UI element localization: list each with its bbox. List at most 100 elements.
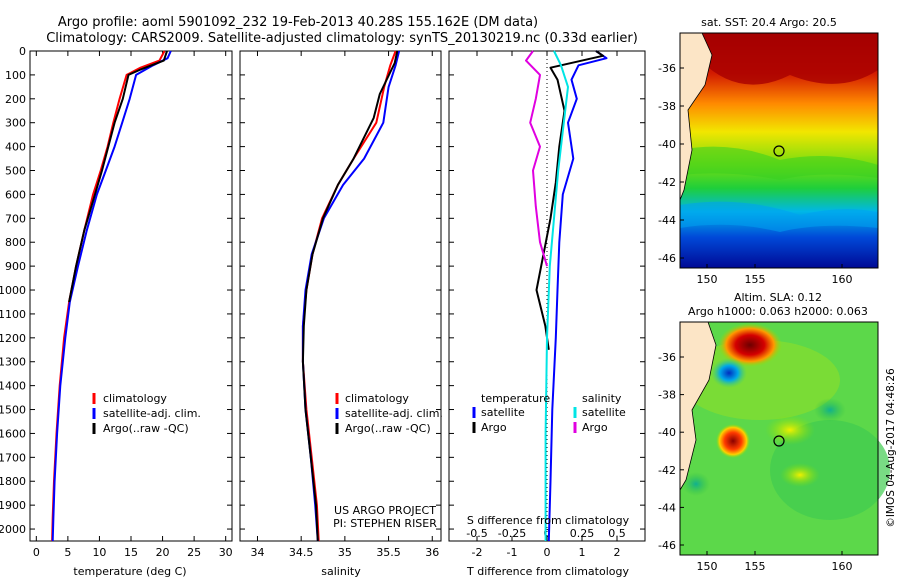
coastline-sla (679, 321, 717, 492)
map-x-tick-label: 160 (832, 560, 853, 573)
series-argo-raw-qc- (68, 50, 168, 303)
s-tick-label: -0.5 (466, 527, 487, 540)
map-x-tick-label: 150 (697, 560, 718, 573)
salinity-legend: climatology satellite-adj. clim. Argo(..… (335, 392, 443, 435)
x-tick-label: 35 (338, 546, 352, 559)
argo-location-marker (773, 145, 785, 157)
y-tick-label: 100 (5, 69, 26, 82)
map-y-tick-label: -42 (658, 176, 676, 189)
map-x-tick-label: 155 (745, 560, 766, 573)
y-tick-label: 1500 (0, 404, 26, 417)
map-y-tick-label: -38 (658, 389, 676, 402)
y-tick-label: 700 (5, 212, 26, 225)
legend-climatology: climatology (345, 392, 409, 405)
map-y-tick-label: -44 (658, 501, 676, 514)
plot-frame (239, 50, 442, 542)
salinity-profile-plot: 34 34.5 35 35.5 36 (239, 50, 442, 559)
difference-xlabel: T difference from climatology (466, 565, 629, 578)
map-y-tick-label: -44 (658, 214, 676, 227)
y-tick-label: 1600 (0, 427, 26, 440)
temperature-legend: climatology satellite-adj. clim. Argo(..… (92, 392, 201, 435)
map-x-tick-label: 150 (697, 273, 718, 286)
x-tick-label: 2 (614, 546, 621, 559)
x-tick-label: 25 (187, 546, 201, 559)
plot-frame (29, 50, 233, 542)
map-y-tick-label: -38 (658, 100, 676, 113)
map-y-tick-label: -40 (658, 138, 676, 151)
series-s-satellite (544, 50, 569, 541)
sst-map-title: sat. SST: 20.4 Argo: 20.5 (701, 16, 837, 29)
x-tick-label: 1 (579, 546, 586, 559)
series-argo-raw-qc- (301, 50, 399, 542)
sla-map-ticks: 150 155 160 -36 -38 -40 -42 -44 -46 (658, 351, 852, 573)
sla-map-title2: Argo h1000: 0.063 h2000: 0.063 (688, 305, 868, 318)
map-y-tick-label: -40 (658, 426, 676, 439)
s-tick-label: 0 (544, 527, 551, 540)
s-tick-label: 0.5 (608, 527, 626, 540)
y-tick-label: 900 (5, 260, 26, 273)
series-s-argo (525, 50, 548, 267)
x-tick-label: -1 (507, 546, 518, 559)
figure-title-line2: Climatology: CARS2009. Satellite-adjuste… (46, 31, 638, 46)
x-tick-label: 0 (544, 546, 551, 559)
legend-salinity-heading: salinity (582, 392, 622, 405)
y-tick-label: 200 (5, 93, 26, 106)
x-tick-label: 36 (425, 546, 439, 559)
s-tick-label: 0.25 (570, 527, 595, 540)
map-y-tick-label: -36 (658, 351, 676, 364)
series-t-argo (535, 50, 604, 350)
x-tick-label: 5 (64, 546, 71, 559)
x-tick-label: 20 (156, 546, 170, 559)
legend-argo: Argo(..raw -QC) (345, 422, 431, 435)
x-tick-label: 10 (92, 546, 106, 559)
map-y-tick-label: -46 (658, 539, 676, 552)
y-tick-label: 600 (5, 188, 26, 201)
y-tick-label: 1700 (0, 451, 26, 464)
y-tick-label: 800 (5, 236, 26, 249)
sst-map (679, 32, 879, 269)
legend-t-satellite: satellite (481, 406, 525, 419)
series-satellite-adj-clim- (51, 50, 172, 542)
y-tick-label: 1300 (0, 356, 26, 369)
series-t-satellite (547, 50, 608, 542)
map-x-tick-label: 160 (832, 273, 853, 286)
difference-xlabel-top: S difference from climatology (467, 514, 630, 527)
legend-satellite: satellite-adj. clim. (345, 407, 443, 420)
map-x-tick-label: 155 (745, 273, 766, 286)
legend-temperature-heading: temperature (481, 392, 550, 405)
argo-location-marker (773, 435, 785, 447)
series-satellite-adj-clim- (301, 50, 401, 542)
y-tick-label: 1900 (0, 499, 26, 512)
sla-map-title1: Altim. SLA: 0.12 (734, 291, 822, 304)
sst-map-ticks: 150 155 160 -36 -38 -40 -42 -44 -46 (658, 62, 852, 286)
legend-s-argo: Argo (582, 421, 608, 434)
map-y-tick-label: -42 (658, 464, 676, 477)
y-tick-label: 1100 (0, 308, 26, 321)
s-tick-label: -0.25 (498, 527, 526, 540)
temperature-profile-plot: 0 5 10 15 20 25 300100200300400500600700800900… (0, 45, 233, 559)
legend-t-argo: Argo (481, 421, 507, 434)
legend-s-satellite: satellite (582, 406, 626, 419)
y-tick-label: 1000 (0, 284, 26, 297)
salinity-xlabel: salinity (321, 565, 361, 578)
map-y-tick-label: -36 (658, 62, 676, 75)
temperature-xlabel: temperature (deg C) (73, 565, 186, 578)
x-tick-label: 34 (250, 546, 264, 559)
figure-title-line1: Argo profile: aoml 5901092_232 19-Feb-20… (58, 15, 538, 30)
y-tick-label: 1200 (0, 332, 26, 345)
x-tick-label: 30 (219, 546, 233, 559)
y-tick-label: 500 (5, 165, 26, 178)
legend-argo: Argo(..raw -QC) (103, 422, 189, 435)
x-tick-label: 15 (124, 546, 138, 559)
x-tick-label: -2 (472, 546, 483, 559)
difference-profile-plot: -2 -1 0 1 2 -0.5 -0.25 0 0.25 0.5 (448, 50, 646, 559)
x-tick-label: 35.5 (376, 546, 401, 559)
x-tick-label: 0 (33, 546, 40, 559)
salinity-annotation-line1: US ARGO PROJECT (334, 504, 436, 517)
x-tick-label: 34.5 (289, 546, 314, 559)
legend-satellite: satellite-adj. clim. (103, 407, 201, 420)
difference-legend: temperature satellite Argo salinity sate… (472, 392, 626, 434)
y-tick-label: 1400 (0, 380, 26, 393)
legend-climatology: climatology (103, 392, 167, 405)
